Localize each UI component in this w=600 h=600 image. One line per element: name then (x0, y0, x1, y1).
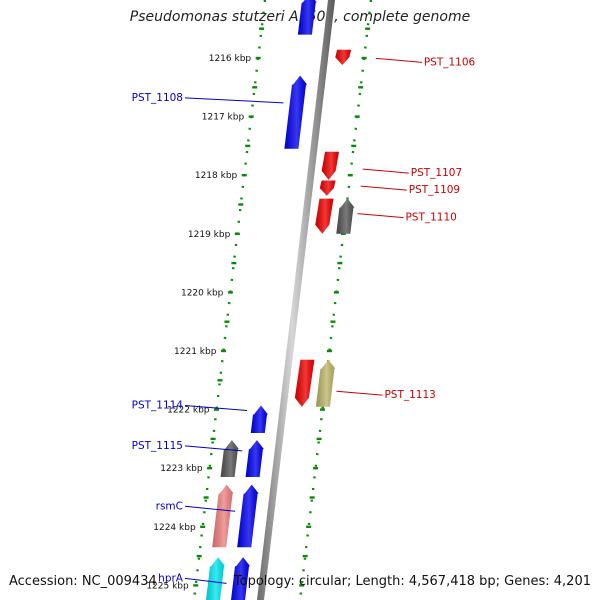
gene-arrow-shading (245, 440, 264, 477)
gene-arrow-shading (250, 405, 268, 433)
gene-label-rsmC[interactable]: rsmC (156, 500, 183, 512)
gene-arrow-shading (231, 557, 251, 600)
leader-line (357, 213, 404, 219)
ruler: 1216 kbp 1217 kbp 1218 kbp 1219 kbp 1220 kbp… (146, 0, 373, 600)
gene-arrow-shading (335, 49, 352, 65)
gene-labels: PST_1108 PST_1114 PST_1115 rsmC hprA PST_1106… (132, 56, 476, 584)
gene-arrow-shading (315, 198, 334, 234)
leader-line (184, 577, 227, 584)
ruler-tick-label: 1221 kbp (174, 347, 217, 357)
gene-arrow-shading (220, 440, 239, 477)
gene-label-PST_1109[interactable]: PST_1109 (409, 184, 460, 196)
ruler-tick-label: 1218 kbp (195, 171, 238, 181)
gene-label-PST_1115[interactable]: PST_1115 (132, 440, 183, 452)
gene-label-PST_1106[interactable]: PST_1106 (424, 56, 476, 68)
leader-line (362, 168, 409, 174)
leader-line (184, 505, 236, 512)
leader-line (184, 445, 243, 452)
gene-arrow-shading (294, 359, 315, 407)
gene-label-PST_1108[interactable]: PST_1108 (132, 92, 183, 104)
ruler-tick-label: 1220 kbp (181, 288, 224, 298)
left-dotted-ruler (192, 0, 267, 600)
gene-label-PST_1114[interactable]: PST_1114 (132, 399, 184, 411)
leader-line (184, 404, 248, 411)
ruler-tick-label: 1217 kbp (202, 113, 245, 123)
gene-arrow-shading (297, 0, 317, 35)
gene-label-hprA[interactable]: hprA (158, 572, 184, 584)
gene-arrow-shading (237, 484, 259, 548)
gene-track (206, 0, 355, 600)
gene-arrow-shading (315, 359, 336, 407)
gene-label-PST_1113[interactable]: PST_1113 (384, 389, 435, 401)
gene-arrow-shading (321, 151, 339, 180)
topology-text: Topology: circular; Length: 4,567,418 bp… (233, 574, 591, 589)
ruler-tick-label: 1224 kbp (153, 523, 196, 533)
genome-backbone (257, 0, 335, 600)
ruler-tick-label: 1225 kbp (146, 581, 189, 591)
gene-arrow-shading (336, 198, 355, 234)
ruler-tick-label: 1216 kbp (209, 54, 252, 64)
gene-arrow-shading (284, 75, 308, 149)
leader-line (375, 57, 422, 63)
backbone-line (257, 0, 335, 600)
leader-line (184, 97, 284, 104)
gene-arrow-shading (212, 484, 234, 548)
ruler-tick-label: 1223 kbp (160, 464, 203, 474)
leader-line (360, 185, 407, 191)
ruler-tick-label: 1222 kbp (167, 406, 210, 416)
gene-arrow-shading (206, 557, 226, 600)
ruler-tick-label: 1219 kbp (188, 230, 231, 240)
gene-label-PST_1110[interactable]: PST_1110 (405, 212, 456, 224)
gene-label-PST_1107[interactable]: PST_1107 (411, 167, 462, 179)
gene-arrow-shading (319, 180, 336, 196)
leader-line (336, 390, 383, 396)
accession-text: Accession: NC_009434 (9, 574, 157, 589)
right-dotted-ruler (298, 0, 373, 600)
